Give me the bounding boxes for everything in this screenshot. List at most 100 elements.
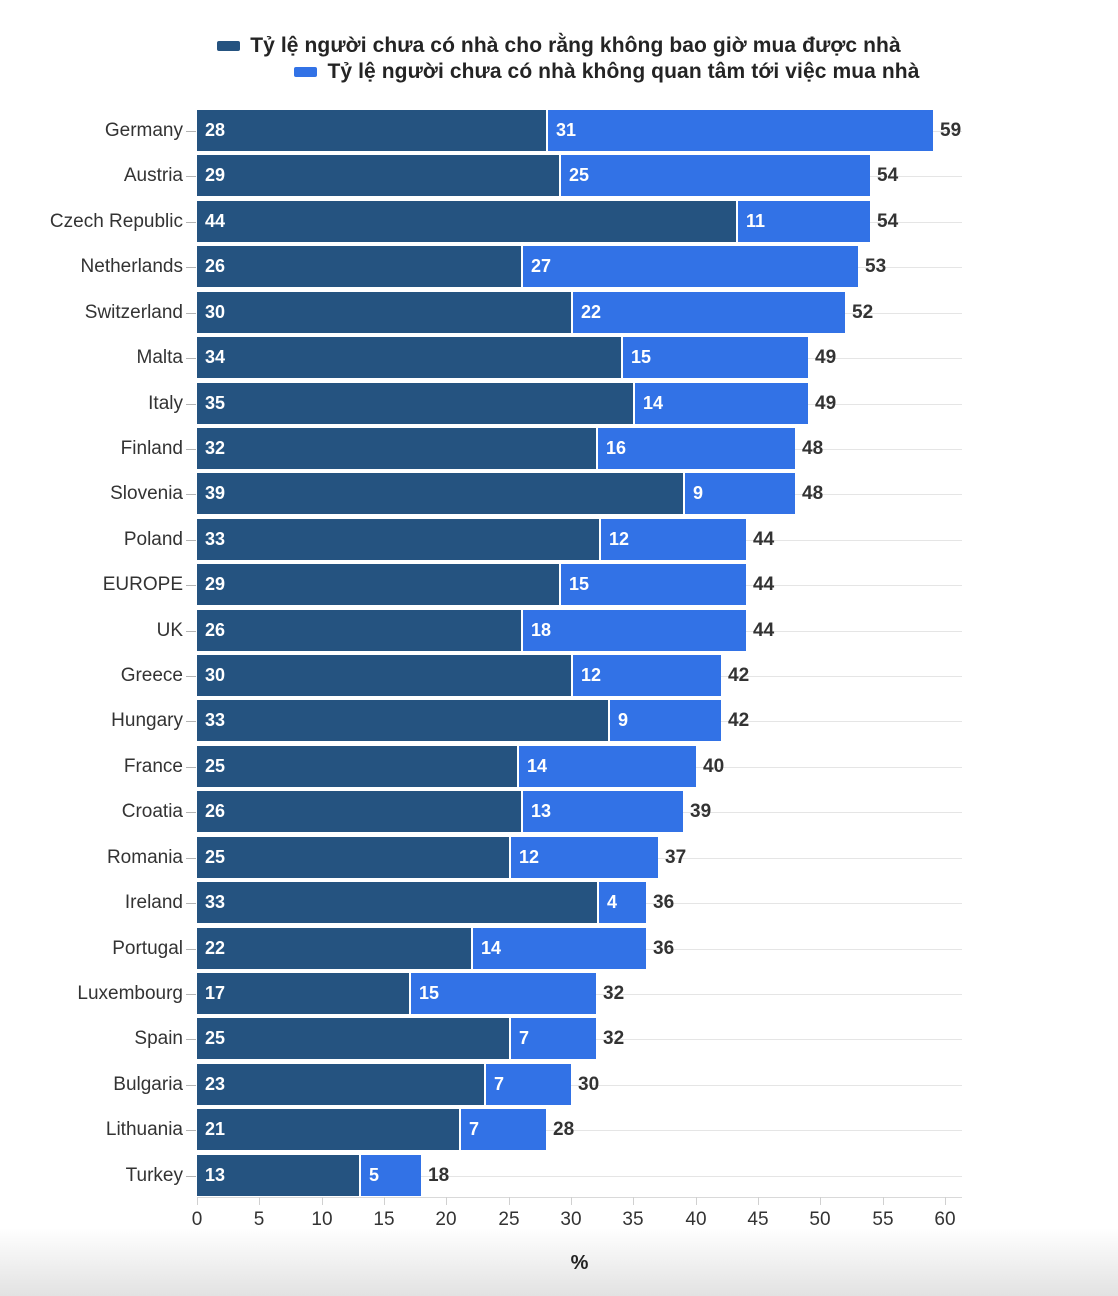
category-tick: [186, 221, 196, 223]
segment-never-buy[interactable]: 34: [197, 337, 621, 379]
segment-never-buy[interactable]: 26: [197, 791, 521, 833]
total-label: 36: [653, 892, 675, 914]
segment-not-interested[interactable]: 12: [599, 518, 746, 560]
segment-never-buy[interactable]: 26: [197, 246, 521, 288]
stacked-bar: 26 13: [197, 791, 683, 833]
segment-never-buy[interactable]: 35: [197, 382, 633, 424]
segment-value-label: 16: [606, 437, 627, 458]
segment-not-interested[interactable]: 31: [546, 110, 933, 151]
segment-value-label: 33: [205, 710, 226, 731]
category-tick: [186, 403, 196, 405]
segment-not-interested[interactable]: 27: [521, 246, 858, 288]
segment-never-buy[interactable]: 44: [197, 200, 736, 242]
stacked-bar: 23 7: [197, 1063, 571, 1105]
x-axis-tick: [820, 1197, 821, 1205]
segment-not-interested[interactable]: 14: [517, 745, 696, 787]
bar-row: Poland 33 12 44: [0, 518, 1118, 560]
segment-never-buy[interactable]: 13: [197, 1154, 359, 1196]
segment-not-interested[interactable]: 12: [509, 836, 658, 878]
segment-never-buy[interactable]: 22: [197, 927, 471, 969]
bar-row: Czech Republic 44 11 54: [0, 200, 1118, 242]
segment-not-interested[interactable]: 14: [471, 927, 646, 969]
segment-never-buy[interactable]: 25: [197, 745, 517, 787]
category-label: Greece: [120, 665, 183, 687]
segment-never-buy[interactable]: 33: [197, 700, 608, 742]
segment-never-buy[interactable]: 17: [197, 972, 409, 1014]
segment-not-interested[interactable]: 12: [571, 655, 721, 697]
stacked-bar: 32 16: [197, 427, 795, 469]
x-axis-tick-label: 55: [872, 1209, 894, 1230]
x-axis-tick: [633, 1197, 634, 1205]
segment-never-buy[interactable]: 21: [197, 1109, 459, 1151]
legend-item-never-buy[interactable]: Tỷ lệ người chưa có nhà cho rằng không b…: [0, 33, 1118, 59]
bar-row: Slovenia 39 9 48: [0, 473, 1118, 515]
x-axis-tick-label: 5: [253, 1209, 265, 1230]
category-tick: [186, 131, 196, 132]
segment-not-interested[interactable]: 14: [633, 382, 808, 424]
segment-never-buy[interactable]: 39: [197, 473, 683, 515]
segment-not-interested[interactable]: 11: [736, 200, 870, 242]
segment-value-label: 23: [205, 1073, 226, 1094]
segment-not-interested[interactable]: 7: [484, 1063, 571, 1105]
category-tick: [186, 358, 196, 360]
segment-never-buy[interactable]: 25: [197, 1018, 509, 1060]
segment-never-buy[interactable]: 29: [197, 155, 559, 197]
segment-value-label: 12: [581, 665, 602, 686]
segment-never-buy[interactable]: 30: [197, 655, 571, 697]
stacked-bar: 29 15: [197, 564, 746, 606]
segment-value-label: 35: [205, 392, 226, 413]
x-axis-tick: [571, 1197, 572, 1205]
total-label: 44: [753, 528, 775, 550]
category-tick: [186, 312, 196, 314]
segment-not-interested[interactable]: 7: [459, 1109, 546, 1151]
x-axis-tick: [758, 1197, 759, 1205]
x-axis-tick-label: 0: [191, 1209, 203, 1230]
bar-row: Hungary 33 9 42: [0, 700, 1118, 742]
segment-not-interested[interactable]: 25: [559, 155, 870, 197]
segment-not-interested[interactable]: 9: [683, 473, 795, 515]
segment-never-buy[interactable]: 26: [197, 609, 521, 651]
segment-never-buy[interactable]: 23: [197, 1063, 484, 1105]
segment-never-buy[interactable]: 28: [197, 110, 546, 151]
segment-never-buy[interactable]: 33: [197, 518, 599, 560]
segment-value-label: 21: [205, 1119, 226, 1140]
category-label: Turkey: [125, 1164, 183, 1186]
segment-not-interested[interactable]: 13: [521, 791, 683, 833]
legend-item-not-interested[interactable]: Tỷ lệ người chưa có nhà không quan tâm t…: [48, 59, 1118, 85]
category-tick: [186, 630, 196, 632]
bar-row: Austria 29 25 54: [0, 155, 1118, 197]
segment-not-interested[interactable]: 16: [596, 427, 795, 469]
category-tick: [186, 993, 196, 995]
segment-not-interested[interactable]: 22: [571, 291, 845, 333]
segment-never-buy[interactable]: 29: [197, 564, 559, 606]
category-label: Lithuania: [105, 1119, 183, 1141]
bar-row: Lithuania 21 7 28: [0, 1109, 1118, 1151]
segment-value-label: 28: [205, 120, 226, 140]
segment-not-interested[interactable]: 18: [521, 609, 746, 651]
segment-value-label: 11: [746, 210, 766, 231]
segment-not-interested[interactable]: 7: [509, 1018, 596, 1060]
x-axis-tick-label: 40: [685, 1209, 707, 1230]
segment-never-buy[interactable]: 25: [197, 836, 509, 878]
segment-not-interested[interactable]: 15: [559, 564, 746, 606]
segment-not-interested[interactable]: 15: [409, 972, 596, 1014]
bar-row: Switzerland 30 22 52: [0, 291, 1118, 333]
stacked-bar: 33 9: [197, 700, 721, 742]
total-label: 36: [653, 937, 675, 959]
segment-not-interested[interactable]: 5: [359, 1154, 421, 1196]
segment-not-interested[interactable]: 15: [621, 337, 808, 379]
segment-never-buy[interactable]: 32: [197, 427, 596, 469]
segment-never-buy[interactable]: 30: [197, 291, 571, 333]
total-label: 54: [877, 165, 899, 187]
row-gridline: [197, 1084, 962, 1086]
segment-never-buy[interactable]: 33: [197, 882, 597, 924]
segment-value-label: 22: [205, 937, 226, 958]
category-tick: [186, 766, 196, 768]
segment-not-interested[interactable]: 4: [597, 882, 646, 924]
segment-not-interested[interactable]: 9: [608, 700, 721, 742]
segment-value-label: 7: [519, 1028, 530, 1049]
category-label: Austria: [123, 165, 183, 187]
x-axis-tick: [384, 1197, 385, 1205]
stacked-bar: 35 14: [197, 382, 808, 424]
bar-row: Malta 34 15 49: [0, 337, 1118, 379]
